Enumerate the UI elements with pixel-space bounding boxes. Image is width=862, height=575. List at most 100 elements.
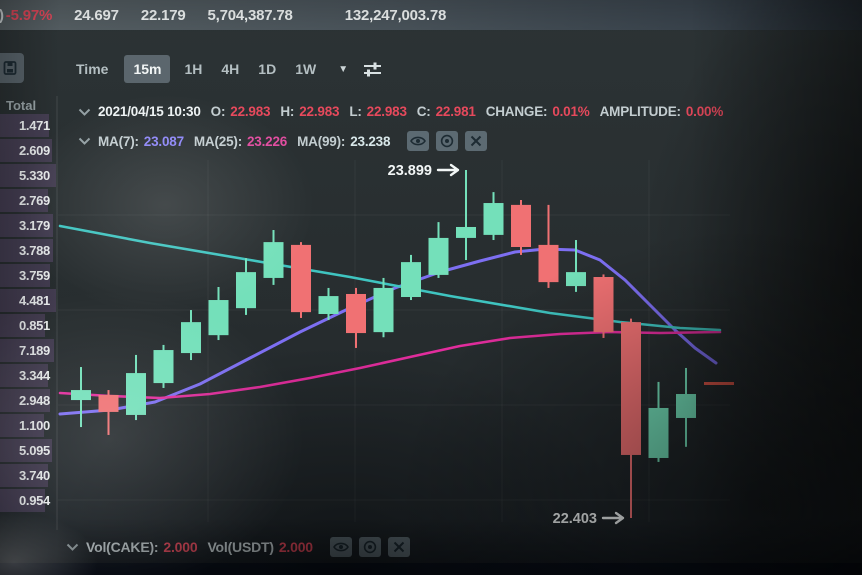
vol-usdt-value: 2.000 [278, 539, 313, 555]
candle-down [511, 204, 531, 247]
interval-dropdown-icon[interactable]: ▼ [338, 63, 349, 75]
vol-cake-label: Vol(CAKE): [86, 539, 159, 555]
orderbook-total-value: 3.740 [18, 468, 50, 483]
ticker-fragment: ) [0, 7, 4, 24]
amplitude-label: AMPLITUDE: [599, 104, 681, 119]
ma-visibility-button[interactable] [407, 131, 430, 151]
close-icon [471, 135, 482, 147]
candle-up [373, 287, 394, 333]
vol-cake-value: 2.000 [163, 539, 198, 555]
orderbook-row[interactable]: 3.740 [0, 463, 56, 488]
candle-down [538, 244, 559, 283]
target-icon [363, 540, 377, 554]
high-value: 22.983 [299, 104, 340, 119]
orderbook-total-value: 0.954 [18, 493, 50, 508]
orderbook-row[interactable]: 1.100 [0, 413, 56, 438]
interval-1d[interactable]: 1D [258, 61, 277, 77]
candle-up [483, 203, 504, 235]
price-annotation: 23.899 [388, 163, 432, 179]
ticker-volume-quote: 132,247,003.78 [344, 6, 447, 24]
ticker-bar: ) -5.97% 24.697 22.179 5,704,387.78 132,… [0, 0, 862, 30]
candle-down [593, 277, 614, 333]
high-label: H: [280, 104, 295, 119]
change-value: 0.01% [552, 104, 590, 119]
bottom-bezel [0, 563, 862, 575]
orderbook-row[interactable]: 3.344 [0, 363, 56, 388]
orderbook-row[interactable]: 2.609 [0, 138, 56, 163]
ma-remove-button[interactable] [465, 131, 488, 151]
orderbook-total-value: 2.609 [18, 143, 50, 158]
interval-15m[interactable]: 15m [124, 55, 171, 83]
ticker-change-percent: -5.97% [5, 6, 53, 24]
price-annotation: 22.403 [553, 511, 597, 527]
orderbook-row[interactable]: 5.095 [0, 438, 56, 463]
target-icon [441, 134, 454, 148]
candlestick-chart[interactable]: 23.899 22.403 [58, 160, 740, 535]
collapse-chevron-icon[interactable] [66, 543, 79, 551]
orderbook-total-value: 4.481 [18, 293, 50, 308]
candle-up [153, 350, 174, 384]
interval-1h[interactable]: 1H [184, 61, 203, 77]
orderbook-row[interactable]: 7.189 [0, 338, 56, 363]
interval-1w[interactable]: 1W [295, 61, 317, 77]
ticker-volume-base: 5,704,387.78 [207, 6, 293, 24]
volume-settings-button[interactable] [358, 537, 381, 557]
collapse-chevron-icon[interactable] [78, 108, 91, 116]
candle-down [98, 394, 119, 412]
candle-up [456, 226, 476, 238]
interval-4h[interactable]: 4H [221, 61, 240, 77]
orderbook-total-value: 5.095 [18, 443, 50, 458]
orderbook-row[interactable]: 1.471 [0, 113, 56, 138]
candle-up [428, 237, 449, 275]
orderbook-total-value: 5.330 [18, 168, 50, 183]
ma-indicator-row: MA(7): 23.087 MA(25): 23.226 MA(99): 23.… [78, 131, 488, 151]
orderbook-total-value: 7.189 [18, 343, 50, 358]
candle-down [291, 244, 311, 313]
orderbook-row[interactable]: 5.330 [0, 163, 56, 188]
orderbook-total-value: 3.759 [18, 268, 50, 283]
indicator-settings-icon[interactable] [362, 61, 383, 78]
orderbook-total-column: Total 1.471 2.609 5.330 2.769 3.179 3.788 3.75… [0, 97, 56, 513]
low-label: L: [349, 104, 362, 119]
orderbook-row[interactable]: 2.948 [0, 388, 56, 413]
candle-up [181, 322, 201, 354]
ma25-value: 23.226 [247, 133, 288, 149]
candle-up [71, 390, 91, 401]
ma99-value: 23.238 [350, 133, 391, 149]
annotation-arrow [436, 163, 460, 177]
orderbook-total-value: 2.948 [18, 393, 50, 408]
volume-visibility-button[interactable] [329, 537, 352, 557]
eye-icon [332, 542, 349, 552]
orderbook-row[interactable]: 4.481 [0, 288, 56, 313]
orderbook-total-value: 1.100 [18, 418, 50, 433]
chart-toolbar: Time 15m 1H 4H 1D 1W ▼ [76, 54, 383, 84]
amplitude-value: 0.00% [685, 104, 724, 119]
orderbook-row[interactable]: 0.954 [0, 488, 56, 513]
change-label: CHANGE: [485, 104, 548, 119]
vol-usdt-label: Vol(USDT) [207, 539, 274, 555]
ma-settings-button[interactable] [436, 131, 459, 151]
candle-datetime: 2021/04/15 10:30 [98, 104, 201, 119]
ma99-label: MA(99): [297, 133, 346, 149]
orderbook-row[interactable]: 3.759 [0, 263, 56, 288]
candle-up [126, 373, 146, 415]
orderbook-row[interactable]: 0.851 [0, 313, 56, 338]
orderbook-row[interactable]: 3.179 [0, 213, 56, 238]
candle-down [621, 322, 641, 455]
orderbook-total-value: 1.471 [18, 118, 50, 133]
save-icon [3, 61, 16, 75]
volume-remove-button[interactable] [387, 537, 410, 557]
orderbook-total-value: 2.769 [18, 193, 50, 208]
orderbook-panel-button[interactable] [0, 53, 24, 83]
orderbook-row[interactable]: 2.769 [0, 188, 56, 213]
close-value: 22.981 [435, 104, 476, 119]
collapse-chevron-icon[interactable] [78, 137, 91, 145]
ticker-24h-low: 22.179 [140, 6, 186, 24]
orderbook-row[interactable]: 3.788 [0, 238, 56, 263]
close-icon [393, 541, 405, 553]
ticker-24h-high: 24.697 [74, 6, 119, 24]
time-tab[interactable]: Time [76, 61, 109, 77]
eye-icon [410, 136, 427, 146]
candle-down [346, 293, 366, 334]
